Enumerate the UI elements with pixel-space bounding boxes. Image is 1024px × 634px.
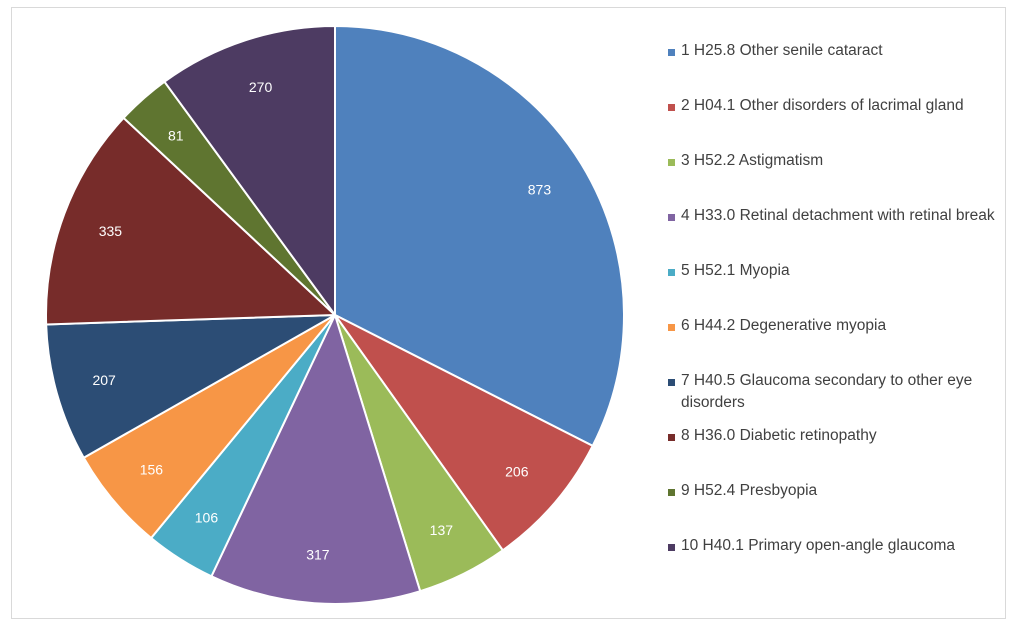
legend-item-7: 7 H40.5 Glaucoma secondary to other eye … xyxy=(668,372,1001,414)
legend-swatch xyxy=(668,489,675,496)
pie-slice-1 xyxy=(334,24,625,448)
legend-label: 3 H52.2 Astigmatism xyxy=(681,152,824,169)
pie-slice-7 xyxy=(45,314,336,460)
legend-swatch xyxy=(668,214,675,221)
legend-swatch xyxy=(668,324,675,331)
legend-label: 6 H44.2 Degenerative myopia xyxy=(681,317,887,334)
pie-slice-2 xyxy=(334,314,595,552)
legend-swatch xyxy=(668,104,675,111)
legend-label: 4 H33.0 Retinal detachment with retinal … xyxy=(681,207,995,224)
legend-swatch xyxy=(668,49,675,56)
legend-swatch xyxy=(668,434,675,441)
legend-item-2: 2 H04.1 Other disorders of lacrimal glan… xyxy=(668,97,1001,117)
data-label-6: 156 xyxy=(140,461,164,477)
legend-swatch xyxy=(668,379,675,386)
data-label-3: 137 xyxy=(430,522,454,538)
legend-swatch xyxy=(668,544,675,551)
data-label-5: 106 xyxy=(195,510,219,526)
legend-item-4: 4 H33.0 Retinal detachment with retinal … xyxy=(668,207,1001,227)
legend-item-5: 5 H52.1 Myopia xyxy=(668,262,1001,282)
pie-slice-4 xyxy=(210,312,422,605)
pie-slice-10 xyxy=(163,24,336,319)
legend-label: 2 H04.1 Other disorders of lacrimal glan… xyxy=(681,97,964,114)
legend-label: 7 H40.5 Glaucoma secondary to other eye … xyxy=(681,372,973,411)
data-label-1: 873 xyxy=(528,182,552,198)
legend-label: 9 H52.4 Presbyopia xyxy=(681,482,818,499)
legend-item-1: 1 H25.8 Other senile cataract xyxy=(668,42,1001,62)
pie-slice-8 xyxy=(45,116,338,326)
legend-item-3: 3 H52.2 Astigmatism xyxy=(668,152,1001,172)
data-label-2: 206 xyxy=(505,463,529,479)
legend-swatch xyxy=(668,159,675,166)
data-label-7: 207 xyxy=(92,372,116,388)
data-label-8: 335 xyxy=(99,223,123,239)
legend-item-6: 6 H44.2 Degenerative myopia xyxy=(668,317,1001,337)
legend-label: 5 H52.1 Myopia xyxy=(681,262,790,279)
data-label-4: 317 xyxy=(306,546,330,562)
data-label-9: 81 xyxy=(168,128,184,144)
legend-label: 8 H36.0 Diabetic retinopathy xyxy=(681,427,877,444)
data-label-10: 270 xyxy=(249,79,273,95)
legend-item-8: 8 H36.0 Diabetic retinopathy xyxy=(668,427,1001,447)
legend-label: 1 H25.8 Other senile cataract xyxy=(681,42,883,59)
legend-swatch xyxy=(668,269,675,276)
legend-item-9: 9 H52.4 Presbyopia xyxy=(668,482,1001,502)
legend-item-10: 10 H40.1 Primary open-angle glaucoma xyxy=(668,537,1001,557)
legend-label: 10 H40.1 Primary open-angle glaucoma xyxy=(681,537,955,554)
